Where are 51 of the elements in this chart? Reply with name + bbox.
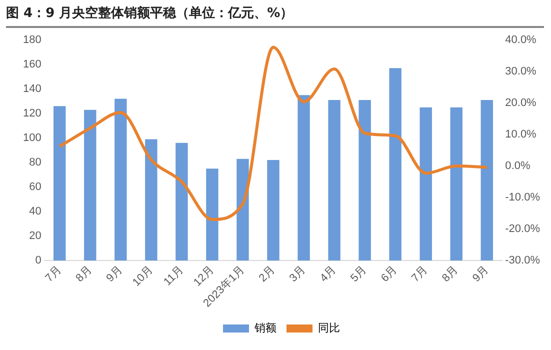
- x-tick-label: 4月: [318, 264, 339, 285]
- x-tick-label: 9月: [104, 264, 125, 285]
- y2-tick-label: 20.0%: [505, 97, 537, 110]
- y-tick-label: 40: [29, 206, 42, 218]
- bar: [358, 100, 371, 260]
- bar: [267, 160, 280, 260]
- x-tick-label: 12月: [192, 264, 216, 289]
- x-tick-label: 10月: [130, 264, 156, 289]
- y2-tick-label: 40.0%: [505, 34, 537, 46]
- bar: [145, 139, 158, 260]
- y2-tick-label: 30.0%: [505, 66, 537, 78]
- y2-tick-label: 0.0%: [505, 160, 530, 172]
- y-tick-label: 180: [22, 34, 42, 46]
- x-tick-label: 6月: [379, 264, 400, 285]
- bar: [389, 68, 402, 260]
- line-series: [58, 46, 488, 222]
- y-tick-label: 20: [29, 230, 42, 242]
- y-tick-label: 60: [29, 181, 42, 194]
- y2-tick-label: -20.0%: [505, 223, 540, 236]
- legend-label: 同比: [318, 322, 340, 335]
- bar: [84, 110, 96, 260]
- x-tick-label: 7月: [43, 264, 64, 285]
- bar: [54, 106, 66, 260]
- bar: [236, 158, 249, 260]
- chart-title: 图 4：9 月央空整体销额平稳（单位：亿元、%）: [6, 4, 544, 28]
- bar: [328, 100, 340, 260]
- bar: [206, 168, 218, 260]
- bar: [176, 142, 188, 260]
- bar: [420, 107, 432, 260]
- y2-tick-label: 10.0%: [505, 128, 537, 141]
- x-tick-label: 7月: [410, 264, 430, 285]
- x-tick-label: 8月: [74, 264, 94, 285]
- x-tick-label: 11月: [162, 264, 186, 288]
- y2-tick-label: -10.0%: [505, 192, 540, 204]
- y2-tick-label: -30.0%: [505, 254, 540, 267]
- bar: [480, 100, 493, 260]
- y-tick-label: 140: [22, 83, 42, 96]
- y-tick-label: 0: [35, 254, 42, 267]
- legend-label: 销额: [254, 322, 276, 335]
- bar: [450, 107, 462, 260]
- x-tick-label: 8月: [440, 264, 461, 285]
- x-tick-label: 2月: [256, 264, 278, 285]
- y-tick-label: 160: [22, 58, 42, 71]
- bar: [298, 95, 310, 260]
- y-tick-label: 120: [22, 108, 42, 120]
- x-tick-label: 5月: [348, 264, 370, 285]
- bar: [114, 98, 127, 260]
- x-tick-label: 3月: [287, 264, 308, 285]
- y-tick-label: 100: [22, 132, 42, 144]
- x-tick-label: 9月: [470, 264, 492, 285]
- y-tick-label: 80: [29, 156, 42, 169]
